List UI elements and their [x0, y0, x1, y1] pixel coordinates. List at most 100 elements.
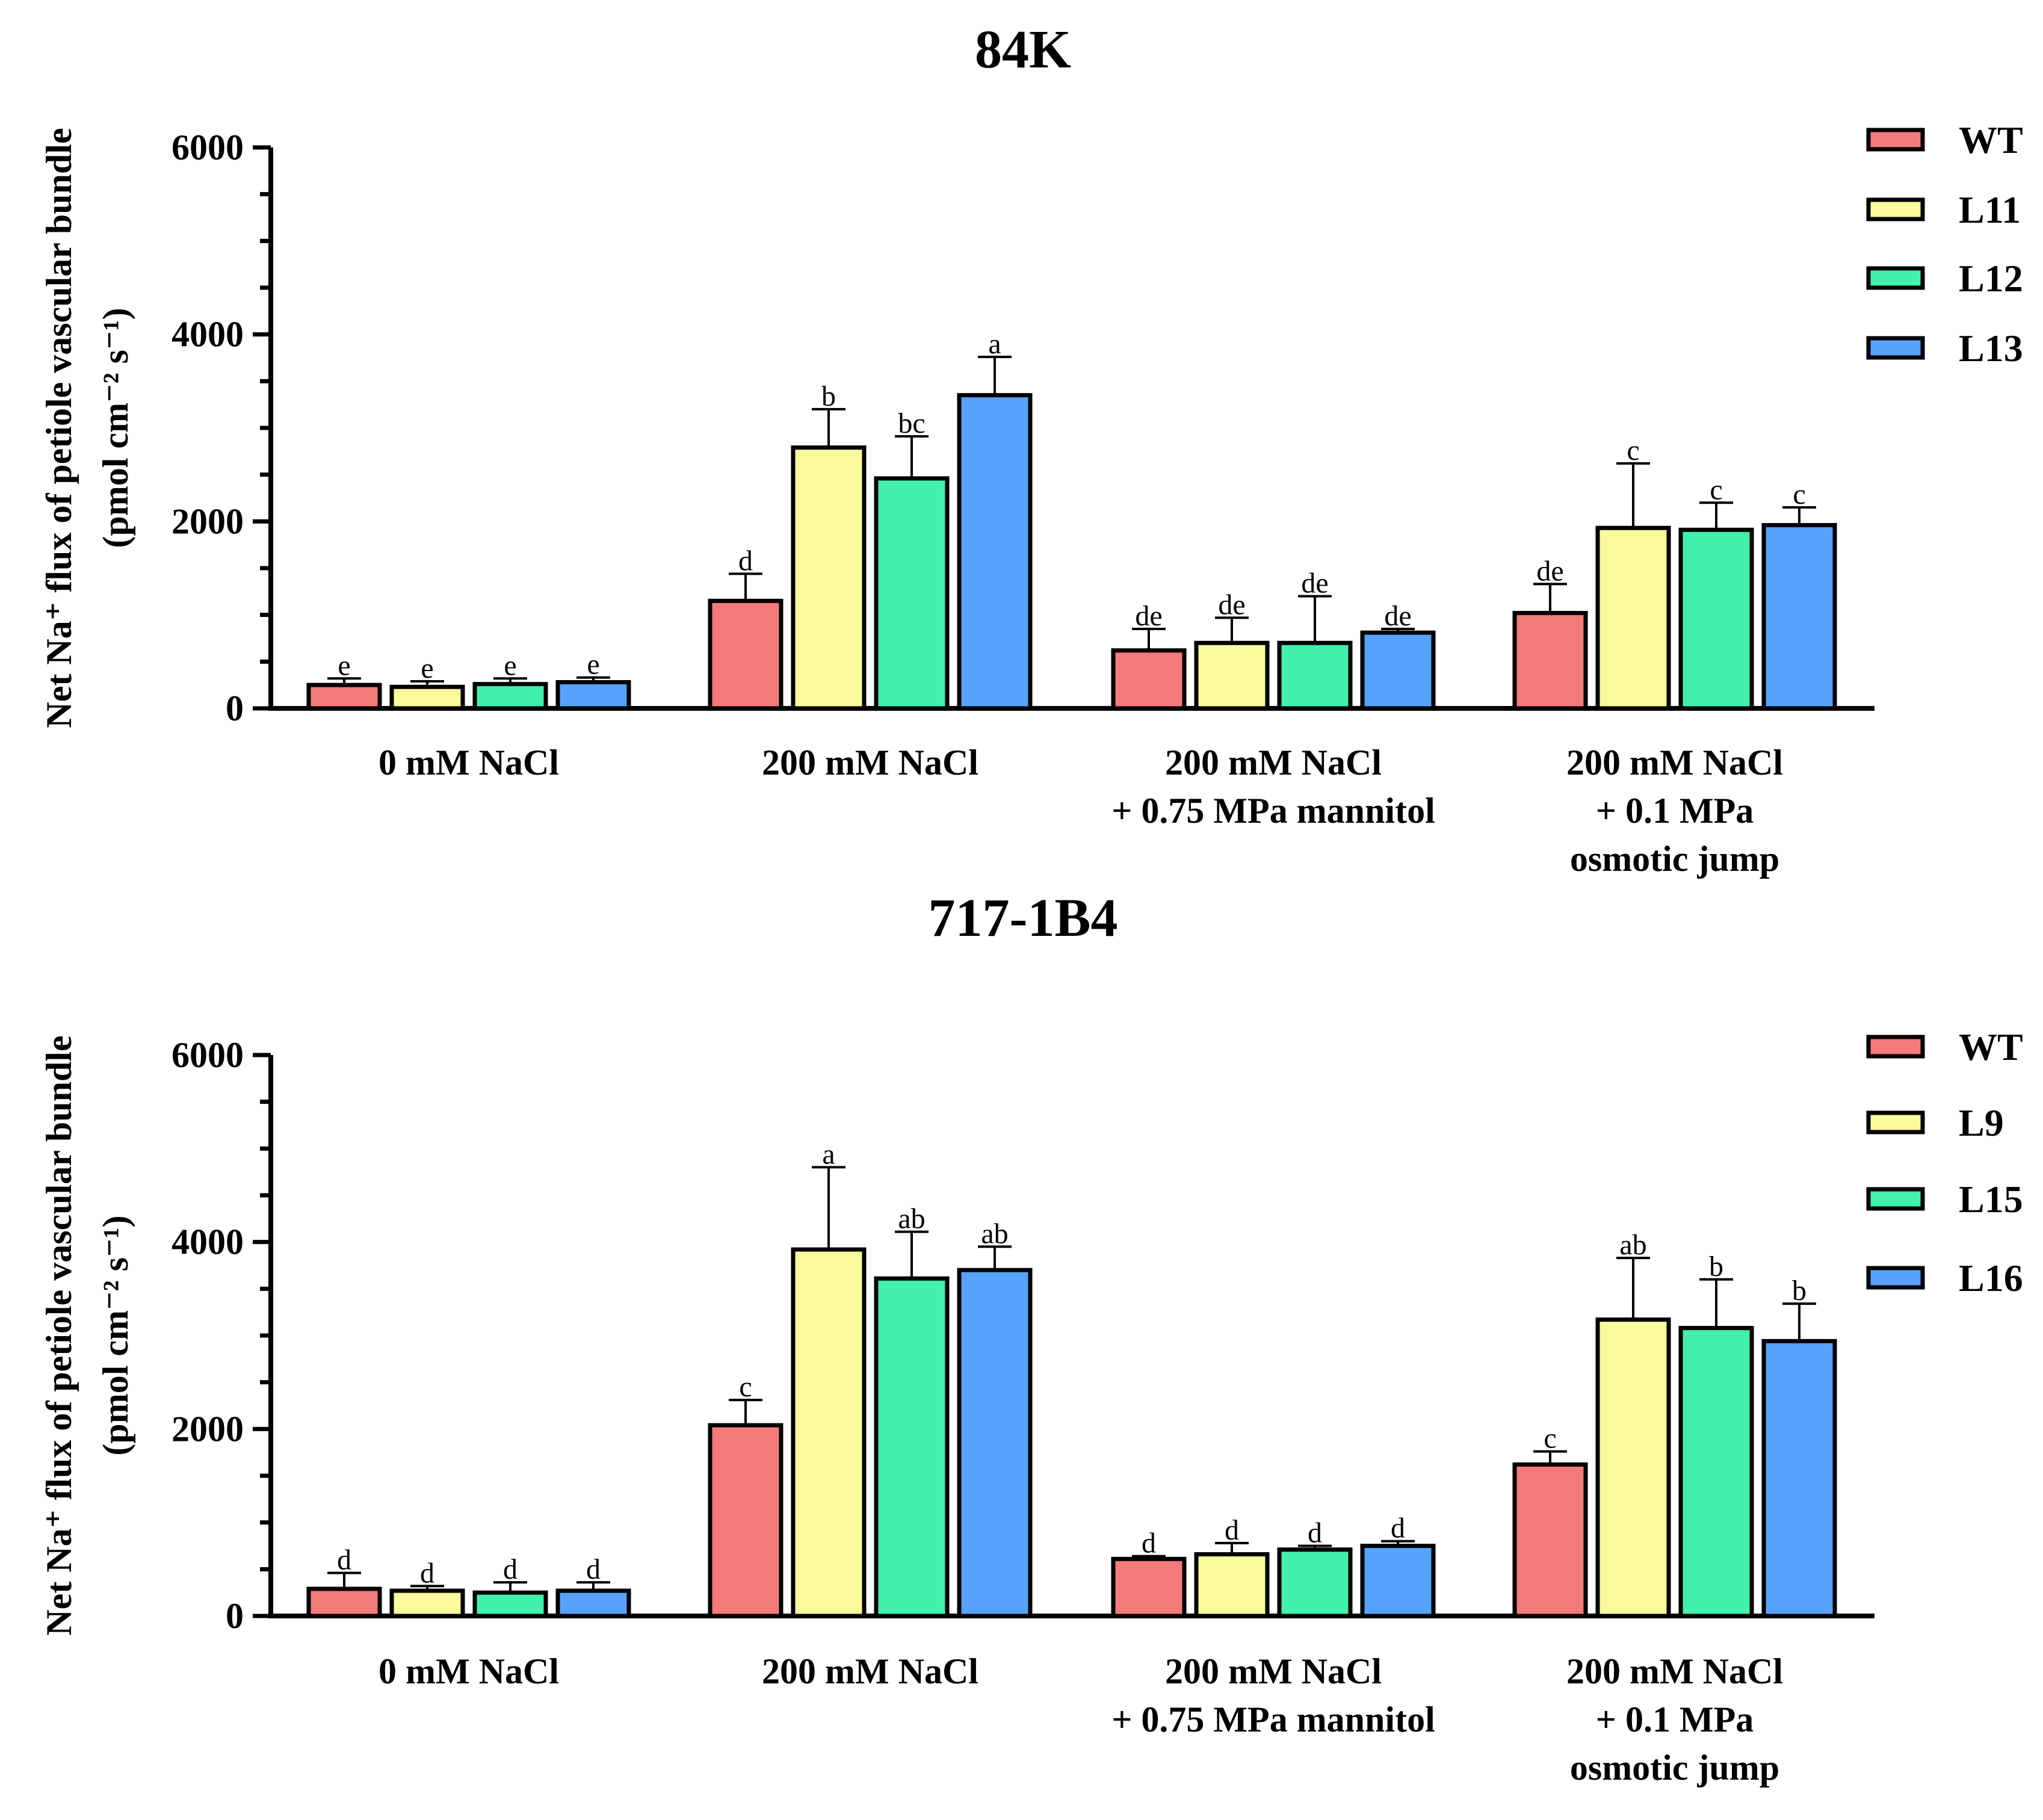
y-axis-label: Net Na⁺ flux of petiole vascular bundle — [39, 128, 79, 728]
bar-l15 — [1277, 1547, 1353, 1618]
y-tick-label: 2000 — [172, 1409, 244, 1449]
bar-l11 — [389, 684, 465, 711]
legend-label: L9 — [1959, 1101, 2004, 1144]
x-category-label: 200 mM NaCl — [762, 1651, 978, 1691]
significance-letter: c — [739, 1371, 752, 1403]
legend-label: L16 — [1959, 1257, 2023, 1299]
significance-letter: de — [1536, 555, 1563, 587]
legend-label: L11 — [1959, 188, 2021, 231]
bar-l16 — [957, 1268, 1033, 1618]
bar-wt — [1111, 1556, 1187, 1618]
x-category-label: osmotic jump — [1570, 839, 1779, 879]
legend-swatch-l11 — [1866, 197, 1925, 221]
significance-letter: c — [1793, 478, 1805, 510]
y-tick-label: 0 — [226, 1596, 244, 1636]
chart-title: 84K — [975, 20, 1071, 79]
y-tick-label: 6000 — [172, 128, 244, 167]
bar-wt — [708, 598, 784, 711]
legend-label: WT — [1959, 1026, 2023, 1068]
bar-l12 — [874, 476, 950, 711]
significance-letter: c — [1710, 474, 1722, 506]
bar-l11 — [1595, 525, 1671, 711]
bar-wt — [1111, 648, 1187, 711]
x-category-label: 0 mM NaCl — [379, 1651, 559, 1691]
legend-swatch-l13 — [1866, 336, 1925, 360]
bar-l16 — [1360, 1544, 1436, 1618]
y-axis-label: Net Na⁺ flux of petiole vascular bundle — [39, 1035, 79, 1635]
y-tick-label: 0 — [226, 689, 244, 728]
bar-wt — [306, 682, 382, 711]
significance-letter: d — [1142, 1528, 1156, 1559]
significance-letter: c — [1627, 435, 1639, 466]
legend-label: L13 — [1959, 327, 2023, 370]
x-category-label: 200 mM NaCl — [1566, 1651, 1783, 1691]
significance-letter: de — [1218, 589, 1245, 621]
significance-letter: d — [420, 1557, 434, 1589]
bar-wt — [1512, 1462, 1588, 1618]
significance-letter: ab — [1619, 1229, 1646, 1261]
legend-label: L12 — [1959, 257, 2023, 300]
legend-label: L15 — [1959, 1178, 2023, 1221]
legend-swatch-wt — [1866, 1035, 1925, 1059]
significance-letter: e — [504, 649, 516, 681]
significance-letter: d — [586, 1553, 601, 1585]
x-category-label: + 0.75 MPa mannitol — [1111, 1700, 1435, 1739]
bar-l9 — [791, 1247, 867, 1618]
significance-letter: d — [503, 1553, 518, 1585]
bar-l13 — [1360, 630, 1436, 711]
x-category-label: + 0.1 MPa — [1596, 791, 1754, 831]
bar-l15 — [472, 1590, 548, 1618]
legend-swatch-l16 — [1866, 1266, 1925, 1290]
legend-swatch-l12 — [1866, 266, 1925, 290]
chart-0: 84K Net Na⁺ flux of petiole vascular bund… — [39, 20, 2023, 879]
bar-l15 — [1678, 1326, 1754, 1618]
bar-l9 — [1595, 1317, 1671, 1618]
bar-l13 — [555, 680, 631, 711]
y-axis-unit-label: (pmol cm⁻² s⁻¹) — [96, 308, 135, 548]
x-category-label: 200 mM NaCl — [1165, 743, 1382, 782]
bar-l12 — [1277, 640, 1353, 711]
legend-swatch-wt — [1866, 128, 1925, 152]
y-axis-unit-label: (pmol cm⁻² s⁻¹) — [96, 1215, 135, 1455]
significance-letter: d — [337, 1544, 351, 1576]
significance-letter: de — [1301, 568, 1328, 599]
bar-l9 — [389, 1588, 465, 1618]
y-tick-label: 6000 — [172, 1035, 244, 1075]
significance-letter: bc — [898, 407, 925, 439]
significance-letter: c — [1544, 1423, 1556, 1455]
y-tick-label: 4000 — [172, 1222, 244, 1262]
significance-letter: b — [821, 380, 836, 412]
significance-letter: e — [587, 649, 599, 681]
y-tick-label: 2000 — [172, 501, 244, 541]
bar-l16 — [555, 1588, 631, 1618]
x-category-label: 200 mM NaCl — [1566, 743, 1783, 782]
bar-l13 — [957, 393, 1033, 711]
significance-letter: e — [338, 649, 350, 681]
bar-l16 — [1761, 1339, 1837, 1618]
significance-letter: d — [1308, 1517, 1322, 1549]
bar-l13 — [1761, 523, 1837, 711]
bar-wt — [306, 1586, 382, 1618]
chart-title: 717-1B4 — [929, 888, 1118, 948]
significance-letter: a — [822, 1138, 835, 1170]
significance-letter: b — [1709, 1251, 1723, 1283]
significance-letter: ab — [981, 1218, 1008, 1249]
bar-l11 — [791, 445, 867, 711]
significance-letter: e — [421, 652, 433, 684]
y-tick-label: 4000 — [172, 315, 244, 354]
significance-letter: de — [1384, 600, 1411, 632]
legend-swatch-l15 — [1866, 1187, 1925, 1211]
significance-letter: d — [738, 545, 753, 577]
x-category-label: 200 mM NaCl — [1165, 1651, 1382, 1691]
x-category-label: osmotic jump — [1570, 1748, 1779, 1788]
significance-letter: b — [1792, 1275, 1807, 1307]
significance-letter: d — [1225, 1514, 1239, 1546]
chart-1: 717-1B4 Net Na⁺ flux of petiole vascular … — [39, 888, 2023, 1788]
bar-l11 — [1194, 640, 1270, 711]
bar-wt — [708, 1423, 784, 1618]
x-category-label: + 0.75 MPa mannitol — [1111, 791, 1435, 831]
legend-label: WT — [1959, 119, 2023, 161]
x-category-label: 0 mM NaCl — [379, 743, 559, 782]
significance-letter: d — [1391, 1512, 1405, 1544]
